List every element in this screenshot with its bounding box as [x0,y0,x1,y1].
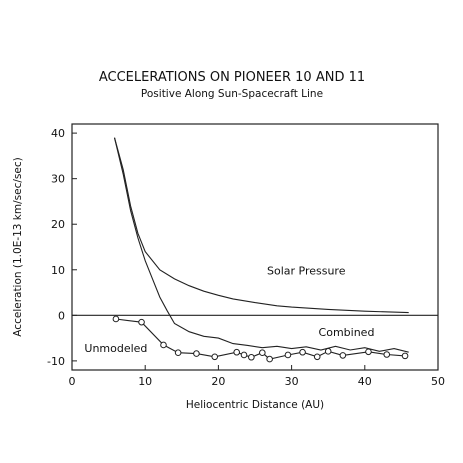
series-unmodeled-point [160,341,167,349]
annotation-solar-pressure: Solar Pressure [267,264,346,277]
y-tick-label: 40 [51,127,65,140]
annotation-layer: Solar Pressure Combined Unmodeled [84,264,374,354]
y-tick-label: 10 [51,264,65,277]
series-unmodeled-point [112,315,120,323]
series-unmodeled-point [365,348,372,356]
series-unmodeled-point [284,351,292,359]
x-tick-label: 50 [431,375,445,388]
plot-frame [71,123,439,371]
annotation-combined: Combined [319,326,375,339]
series-unmodeled-point [324,348,332,355]
series-unmodeled-point [299,348,306,356]
series-unmodeled-point [248,353,255,361]
chart-title: ACCELERATIONS ON PIONEER 10 AND 11 [99,70,365,85]
series-unmodeled-point [383,351,391,358]
series-unmodeled-point [339,352,347,359]
chart-subtitle: Positive Along Sun-Spacecraft Line [141,88,323,100]
series-unmodeled-point [174,349,182,356]
series-unmodeled-point [266,355,273,363]
series-unmodeled-point [233,348,240,356]
series-unmodeled-point [211,353,219,361]
x-tick-label: 40 [358,375,372,388]
series-unmodeled-point [401,352,409,360]
series-layer [112,137,409,363]
series-unmodeled-point [313,353,321,361]
series-unmodeled-point [138,318,145,326]
axes: 0 10 20 30 40 50 -10 0 10 20 30 40 [47,127,445,388]
series-combined-line [113,137,409,353]
y-tick-label: 20 [51,218,65,231]
y-tick-label: 0 [58,309,65,322]
x-tick-label: 30 [285,375,299,388]
annotation-unmodeled: Unmodeled [84,342,147,355]
series-unmodeled-point [193,350,200,357]
x-tick-label: 0 [69,375,76,388]
x-tick-label: 20 [211,375,225,388]
y-tick-label: -10 [47,355,65,368]
series-unmodeled-point [240,351,248,359]
x-axis-label: Heliocentric Distance (AU) [186,399,324,411]
y-axis-label: Acceleration (1.0E-13 km/sec/sec) [12,157,24,336]
x-tick-label: 10 [138,375,152,388]
series-solar-pressure-line [113,137,409,314]
y-tick-label: 30 [51,173,65,186]
series-unmodeled-point [259,349,266,356]
